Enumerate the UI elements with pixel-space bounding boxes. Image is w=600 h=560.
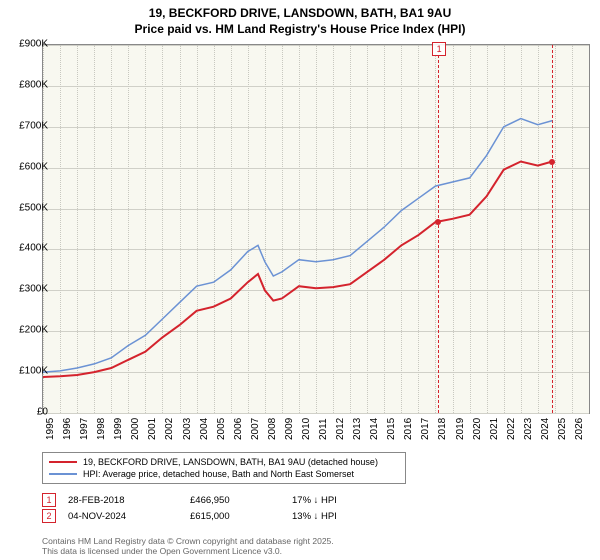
chart-plot-area: 12 xyxy=(42,44,590,414)
footer-attribution: Contains HM Land Registry data © Crown c… xyxy=(42,536,334,556)
chart-container: 19, BECKFORD DRIVE, LANSDOWN, BATH, BA1 … xyxy=(0,0,600,560)
y-tick-label: £600K xyxy=(8,161,48,172)
sale-date: 04-NOV-2024 xyxy=(68,511,178,522)
sale-row-badge: 2 xyxy=(42,509,56,523)
x-tick-label: 2013 xyxy=(352,418,363,440)
x-tick-label: 2012 xyxy=(335,418,346,440)
sales-table: 1 28-FEB-2018 £466,950 17% ↓ HPI 2 04-NOV-202… xyxy=(42,492,382,524)
x-tick-label: 2021 xyxy=(489,418,500,440)
title-line-2: Price paid vs. HM Land Registry's House … xyxy=(0,22,600,38)
x-tick-label: 2014 xyxy=(369,418,380,440)
y-tick-label: £700K xyxy=(8,120,48,131)
legend-row: 19, BECKFORD DRIVE, LANSDOWN, BATH, BA1 … xyxy=(49,456,399,468)
footer-line-1: Contains HM Land Registry data © Crown c… xyxy=(42,536,334,546)
x-tick-label: 2002 xyxy=(164,418,175,440)
x-tick-label: 2022 xyxy=(506,418,517,440)
line-series-svg xyxy=(43,45,589,413)
x-tick-label: 1996 xyxy=(62,418,73,440)
y-tick-label: £900K xyxy=(8,39,48,50)
x-tick-label: 2009 xyxy=(284,418,295,440)
y-tick-label: £200K xyxy=(8,325,48,336)
x-tick-label: 1997 xyxy=(79,418,90,440)
x-tick-label: 2018 xyxy=(437,418,448,440)
sale-pct-vs-hpi: 13% ↓ HPI xyxy=(292,511,382,522)
y-tick-label: £300K xyxy=(8,284,48,295)
legend-label: 19, BECKFORD DRIVE, LANSDOWN, BATH, BA1 … xyxy=(83,457,378,467)
grid-h xyxy=(43,413,589,414)
footer-line-2: This data is licensed under the Open Gov… xyxy=(42,546,334,556)
sale-row-badge: 1 xyxy=(42,493,56,507)
x-tick-label: 2006 xyxy=(233,418,244,440)
x-tick-label: 2026 xyxy=(574,418,585,440)
legend-swatch xyxy=(49,473,77,475)
x-tick-label: 1999 xyxy=(113,418,124,440)
legend-swatch xyxy=(49,461,77,463)
sale-date: 28-FEB-2018 xyxy=(68,495,178,506)
x-tick-label: 1995 xyxy=(45,418,56,440)
sale-price: £615,000 xyxy=(190,511,280,522)
x-tick-label: 2011 xyxy=(318,418,329,440)
sale-pct-vs-hpi: 17% ↓ HPI xyxy=(292,495,382,506)
series-price_paid xyxy=(43,162,552,378)
sale-row: 1 28-FEB-2018 £466,950 17% ↓ HPI xyxy=(42,492,382,508)
x-tick-label: 2020 xyxy=(472,418,483,440)
x-tick-label: 2017 xyxy=(420,418,431,440)
x-tick-label: 2005 xyxy=(216,418,227,440)
x-tick-label: 2023 xyxy=(523,418,534,440)
x-tick-label: 2003 xyxy=(182,418,193,440)
y-tick-label: £500K xyxy=(8,202,48,213)
y-tick-label: £400K xyxy=(8,243,48,254)
y-tick-label: £0 xyxy=(8,407,48,418)
title-block: 19, BECKFORD DRIVE, LANSDOWN, BATH, BA1 … xyxy=(0,0,600,37)
sale-row: 2 04-NOV-2024 £615,000 13% ↓ HPI xyxy=(42,508,382,524)
x-tick-label: 2000 xyxy=(130,418,141,440)
sale-price: £466,950 xyxy=(190,495,280,506)
x-tick-label: 2024 xyxy=(540,418,551,440)
legend-box: 19, BECKFORD DRIVE, LANSDOWN, BATH, BA1 … xyxy=(42,452,406,484)
x-tick-label: 2010 xyxy=(301,418,312,440)
x-tick-label: 2016 xyxy=(403,418,414,440)
x-tick-label: 2008 xyxy=(267,418,278,440)
legend-row: HPI: Average price, detached house, Bath… xyxy=(49,468,399,480)
x-tick-label: 2007 xyxy=(250,418,261,440)
x-tick-label: 2001 xyxy=(147,418,158,440)
y-tick-label: £100K xyxy=(8,366,48,377)
x-tick-label: 2025 xyxy=(557,418,568,440)
series-hpi xyxy=(43,119,552,373)
x-tick-label: 1998 xyxy=(96,418,107,440)
x-tick-label: 2015 xyxy=(386,418,397,440)
x-tick-label: 2019 xyxy=(455,418,466,440)
y-tick-label: £800K xyxy=(8,79,48,90)
legend-label: HPI: Average price, detached house, Bath… xyxy=(83,469,354,479)
title-line-1: 19, BECKFORD DRIVE, LANSDOWN, BATH, BA1 … xyxy=(0,6,600,22)
x-tick-label: 2004 xyxy=(199,418,210,440)
